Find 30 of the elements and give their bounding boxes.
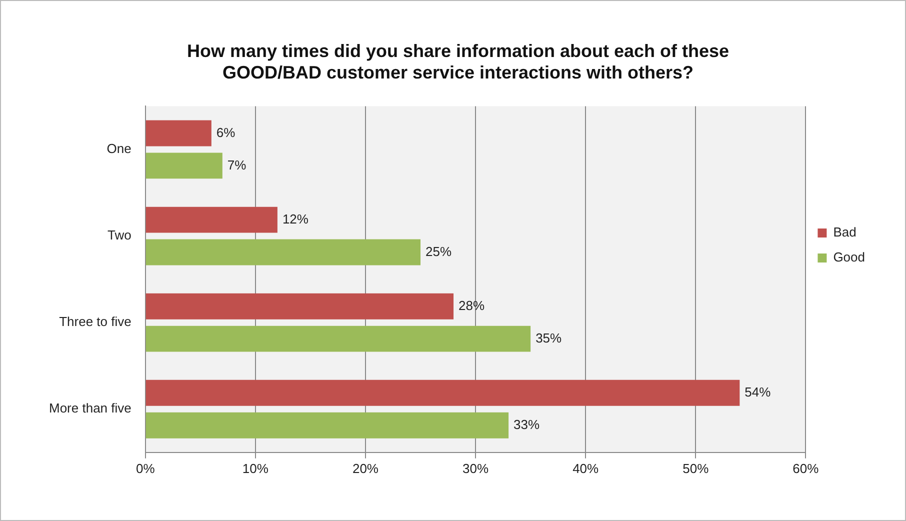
x-tick-label: 40% bbox=[572, 460, 600, 476]
data-label: 12% bbox=[282, 211, 309, 226]
data-label: 7% bbox=[227, 157, 247, 172]
legend-label: Bad bbox=[833, 224, 856, 240]
bar bbox=[146, 380, 740, 406]
y-tick-label: Two bbox=[108, 228, 132, 243]
data-label: 33% bbox=[514, 416, 540, 432]
bar bbox=[146, 206, 278, 233]
y-tick-label: One bbox=[106, 141, 132, 156]
data-label: 6% bbox=[216, 124, 236, 140]
y-tick-label: Three to five bbox=[59, 314, 132, 330]
x-tick-label: 60% bbox=[792, 460, 820, 476]
x-tick-label: 20% bbox=[352, 460, 379, 476]
bar bbox=[146, 293, 454, 320]
bar bbox=[146, 152, 222, 179]
x-tick-label: 30% bbox=[462, 460, 489, 476]
x-tick-label: 10% bbox=[242, 460, 269, 476]
chart-title: How many times did you share information about each of these GOOD/BAD customer service interactions with others? bbox=[186, 40, 730, 82]
bar bbox=[146, 412, 509, 438]
legend-label: Good bbox=[833, 250, 866, 265]
data-label: 35% bbox=[536, 330, 562, 346]
bar bbox=[146, 326, 531, 352]
bar bbox=[146, 120, 212, 146]
data-label: 54% bbox=[744, 384, 772, 400]
y-tick-label: More than five bbox=[49, 400, 132, 416]
x-tick-label: 0% bbox=[136, 460, 156, 476]
x-tick-label: 50% bbox=[682, 460, 710, 476]
bar bbox=[146, 239, 421, 266]
data-label: 25% bbox=[426, 244, 452, 259]
data-label: 28% bbox=[458, 298, 485, 313]
